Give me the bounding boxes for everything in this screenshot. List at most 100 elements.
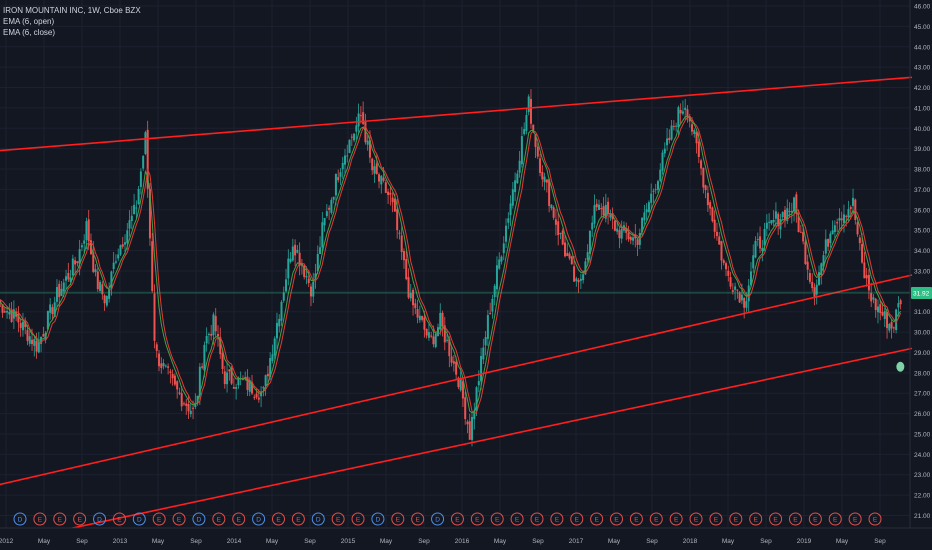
earnings-marker[interactable]: E (331, 512, 345, 526)
legend-title[interactable]: IRON MOUNTAIN INC, 1W, Cboe BZX (3, 6, 141, 15)
earnings-marker[interactable]: E (53, 512, 67, 526)
earnings-marker[interactable]: E (729, 512, 743, 526)
earnings-marker[interactable]: E (590, 512, 604, 526)
earnings-marker[interactable]: E (490, 512, 504, 526)
earnings-marker[interactable]: E (629, 512, 643, 526)
dividend-marker[interactable]: D (192, 512, 206, 526)
candle-body (180, 393, 183, 407)
dividend-marker[interactable]: D (311, 512, 325, 526)
candle (373, 159, 376, 183)
time-tick-label: 2019 (797, 538, 812, 545)
earnings-marker[interactable]: E (291, 512, 305, 526)
candle-body (353, 133, 356, 141)
candle-body (121, 244, 124, 247)
event-letter: D (97, 517, 102, 524)
earnings-marker[interactable]: E (172, 512, 186, 526)
marker-dot[interactable] (896, 361, 905, 372)
earnings-marker[interactable]: E (848, 512, 862, 526)
candle (19, 318, 22, 337)
trendlines[interactable] (0, 76, 913, 545)
earnings-marker[interactable]: E (669, 512, 683, 526)
earnings-marker[interactable]: E (411, 512, 425, 526)
earnings-marker[interactable]: E (112, 512, 126, 526)
time-tick-label: May (722, 538, 735, 545)
earnings-marker[interactable]: E (470, 512, 484, 526)
earnings-marker[interactable]: E (689, 512, 703, 526)
earnings-marker[interactable]: E (749, 512, 763, 526)
earnings-marker[interactable]: E (351, 512, 365, 526)
dividend-marker[interactable]: D (13, 512, 27, 526)
dividend-marker[interactable]: D (431, 512, 445, 526)
earnings-marker[interactable]: E (391, 512, 405, 526)
price-axis[interactable]: 46.00 45.00 44.00 43.00 42.00 41.00 40.00 39.00… (909, 0, 932, 550)
legend-ema-open[interactable]: EMA (6, open) (3, 17, 55, 26)
earnings-marker[interactable]: E (510, 512, 524, 526)
earnings-marker[interactable]: E (33, 512, 47, 526)
earnings-marker[interactable]: E (570, 512, 584, 526)
candle (76, 261, 79, 267)
earnings-marker[interactable]: E (271, 512, 285, 526)
candle (198, 363, 201, 406)
candle-body (697, 141, 700, 157)
earnings-marker[interactable]: E (212, 512, 226, 526)
candle (455, 356, 458, 381)
time-axis[interactable]: 2012 May Sep 2013 May Sep 2014 May Sep 2015 May Sep… (0, 527, 932, 550)
earnings-marker[interactable]: E (610, 512, 624, 526)
candle (80, 242, 83, 252)
candle-body (8, 311, 11, 315)
earnings-marker[interactable]: E (550, 512, 564, 526)
candle-body (3, 311, 6, 313)
earnings-marker[interactable]: E (152, 512, 166, 526)
candle-body (548, 179, 551, 206)
time-tick-label: Sep (874, 538, 886, 545)
earnings-marker[interactable]: E (828, 512, 842, 526)
earnings-marker[interactable]: E (709, 512, 723, 526)
candle (675, 122, 678, 132)
dividend-marker[interactable]: D (132, 512, 146, 526)
earnings-marker[interactable]: E (868, 512, 882, 526)
candle-body (870, 293, 873, 302)
price-tick-label: 25.00 (914, 431, 931, 438)
candle-body (171, 373, 174, 379)
legend-ema-close[interactable]: EMA (6, close) (3, 28, 56, 37)
candle-body (827, 238, 830, 247)
event-letter: E (853, 517, 858, 524)
candle (815, 279, 818, 305)
candle-body (466, 421, 469, 425)
candle (8, 303, 11, 320)
earnings-marker[interactable]: E (769, 512, 783, 526)
dividend-marker[interactable]: D (93, 512, 107, 526)
earnings-marker[interactable]: E (649, 512, 663, 526)
candle-body (867, 274, 870, 291)
earnings-marker[interactable]: E (73, 512, 87, 526)
earnings-marker[interactable]: E (530, 512, 544, 526)
marker-dot[interactable] (896, 361, 905, 372)
earnings-marker[interactable]: E (808, 512, 822, 526)
candle-body (389, 192, 392, 195)
earnings-marker[interactable]: E (788, 512, 802, 526)
candle (865, 267, 868, 287)
candle (353, 133, 356, 143)
candle-body (158, 353, 161, 367)
dividend-marker[interactable]: D (371, 512, 385, 526)
candle (67, 262, 70, 282)
candle-body (359, 115, 362, 117)
candle-body (291, 246, 294, 261)
candle-body (604, 204, 607, 219)
trendline[interactable] (0, 274, 913, 486)
dividend-marker[interactable]: D (252, 512, 266, 526)
trendline[interactable] (0, 76, 913, 152)
earnings-marker[interactable]: E (450, 512, 464, 526)
candle (718, 232, 721, 245)
candle-body (838, 218, 841, 221)
candle (647, 200, 650, 214)
event-letter: E (674, 517, 679, 524)
candle-body (570, 256, 573, 265)
earnings-marker[interactable]: E (232, 512, 246, 526)
candle (71, 254, 74, 280)
trendline[interactable] (0, 347, 913, 545)
candle-body (568, 253, 571, 259)
candle-body (110, 271, 113, 289)
